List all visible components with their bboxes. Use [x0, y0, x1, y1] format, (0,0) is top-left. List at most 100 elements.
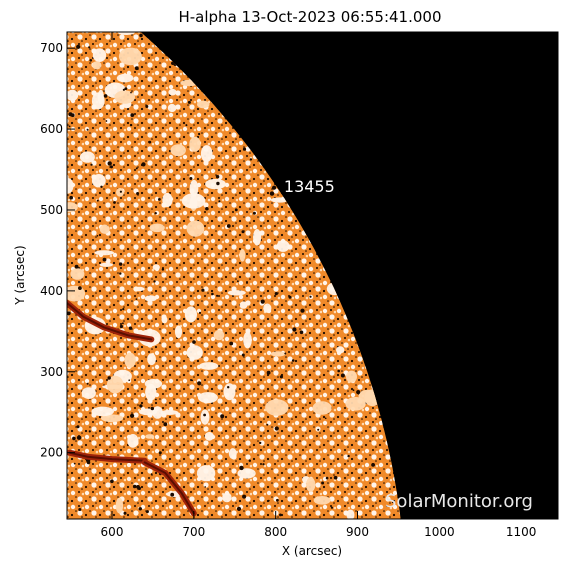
dark-speckle	[352, 389, 355, 392]
dark-speckle	[241, 230, 245, 234]
dark-speckle	[102, 257, 107, 262]
plage-patch	[92, 61, 102, 70]
plage-patch	[160, 410, 179, 415]
dark-speckle	[309, 295, 312, 298]
dark-speckle	[371, 463, 375, 467]
watermark: SolarMonitor.org	[385, 491, 533, 512]
dark-speckle	[215, 175, 220, 179]
plage-patch	[162, 192, 173, 208]
plage-patch	[189, 179, 199, 197]
dark-speckle	[333, 475, 338, 480]
plage-patch	[345, 397, 366, 411]
dark-speckle	[279, 513, 282, 517]
dark-speckle	[107, 376, 111, 380]
y-tick-label: 300	[40, 365, 63, 379]
plage-patch	[197, 392, 218, 404]
plage-patch	[205, 178, 226, 190]
plage-patch	[227, 290, 246, 296]
y-tick-label: 500	[40, 203, 63, 217]
dark-speckle	[226, 224, 231, 228]
dark-speckle	[189, 177, 193, 180]
plot-area: 13455 SolarMonitor.org	[67, 32, 558, 519]
dark-speckle	[72, 436, 76, 441]
dark-speckle	[78, 286, 82, 290]
dark-speckle	[227, 386, 230, 389]
dark-speckle	[145, 105, 149, 108]
plage-patch	[263, 303, 272, 313]
dark-speckle	[153, 280, 156, 283]
dark-speckle	[321, 481, 325, 485]
plage-patch	[199, 362, 219, 370]
dark-speckle	[272, 185, 277, 190]
dark-speckle	[67, 311, 71, 316]
dark-speckle	[171, 61, 175, 65]
dark-speckle	[236, 506, 242, 511]
dark-speckle	[73, 462, 76, 465]
dark-speckle	[86, 128, 89, 131]
dark-speckle	[299, 330, 304, 335]
dark-speckle	[252, 211, 256, 215]
dark-speckle	[128, 326, 133, 330]
plage-patch	[306, 477, 316, 492]
dark-speckle	[150, 473, 153, 476]
plage-patch	[265, 399, 289, 416]
dark-speckle	[78, 508, 82, 511]
dark-speckle	[145, 510, 149, 514]
dark-speckle	[148, 140, 152, 144]
plage-patch	[67, 89, 79, 101]
plage-patch	[94, 250, 114, 256]
plage-patch	[189, 136, 201, 152]
plage-patch	[152, 264, 160, 271]
dark-speckle	[340, 373, 345, 378]
dark-speckle	[90, 163, 93, 166]
plage-patch	[149, 223, 165, 233]
plage-patch	[67, 202, 78, 213]
dark-speckle	[105, 120, 108, 122]
y-axis-ticks: 200 300 400 500 600 700	[40, 41, 558, 460]
dark-speckle	[163, 422, 168, 427]
plage-patch	[223, 383, 236, 401]
dark-speckle	[274, 292, 278, 296]
dark-speckle	[317, 428, 320, 431]
y-tick-label: 200	[40, 446, 63, 460]
x-tick-label: 600	[101, 525, 124, 539]
dark-speckle	[266, 423, 269, 426]
dark-speckle	[205, 207, 209, 211]
plage-patch	[124, 352, 136, 368]
x-tick-label: 700	[182, 525, 205, 539]
plage-patch	[97, 89, 104, 105]
plage-patch	[239, 301, 248, 309]
dark-speckle	[262, 463, 265, 466]
dark-speckle	[154, 212, 157, 215]
plage-patch	[239, 249, 246, 262]
x-tick-label: 900	[346, 525, 369, 539]
y-tick-label: 600	[40, 122, 63, 136]
dark-speckle	[239, 465, 244, 471]
plage-patch	[116, 73, 134, 83]
plage-patch	[70, 268, 85, 280]
dark-speckle	[234, 208, 238, 212]
dark-speckle	[123, 511, 127, 515]
plage-patch	[186, 220, 205, 237]
region-label: 13455	[284, 177, 335, 196]
plage-patch	[161, 316, 168, 324]
dark-speckle	[218, 200, 221, 203]
plage-patch	[200, 145, 213, 163]
dark-speckle	[86, 382, 89, 385]
dark-speckle	[68, 112, 73, 117]
plage-patch	[200, 409, 210, 425]
plage-patch	[133, 286, 145, 292]
plage-patch	[79, 151, 95, 163]
dark-speckle	[249, 158, 253, 161]
dark-speckle	[170, 492, 175, 497]
dark-speckle	[119, 272, 122, 275]
plage-patch	[196, 465, 216, 482]
dark-speckle	[96, 235, 99, 237]
plage-patch	[99, 224, 110, 234]
plage-patch	[186, 345, 203, 360]
dark-speckle	[201, 288, 205, 292]
dark-speckle	[347, 454, 350, 458]
dark-speckle	[113, 201, 116, 204]
dark-speckle	[122, 322, 124, 325]
